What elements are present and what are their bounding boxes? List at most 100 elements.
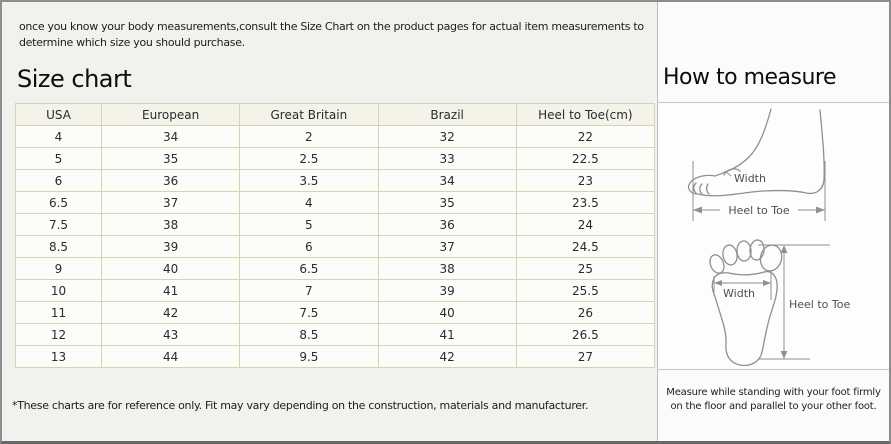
toe (749, 239, 765, 261)
table-cell: 6 (239, 235, 379, 258)
table-cell: 22.5 (515, 147, 656, 170)
table-cell: 36 (377, 213, 517, 236)
table-cell: 32 (377, 125, 517, 148)
table-cell: 35 (100, 147, 241, 170)
table-cell: 25.5 (515, 279, 656, 302)
table-cell: 4 (239, 191, 379, 214)
table-cell: 2.5 (239, 147, 379, 170)
table-cell: 13 (15, 345, 102, 368)
table-row: 6.5 37 4 35 23.5 (15, 191, 656, 214)
table-row: 4 34 2 32 22 (15, 125, 656, 148)
table-row: 10 41 7 39 25.5 (15, 279, 656, 302)
table-cell: 24.5 (515, 235, 656, 258)
table-cell: 24 (515, 213, 656, 236)
table-cell: 38 (377, 257, 517, 280)
toe (736, 240, 752, 262)
right-arrowhead (816, 206, 825, 214)
table-cell: 38 (100, 213, 241, 236)
table-cell: 5 (15, 147, 102, 170)
side-heel-to-toe-label: Heel to Toe (728, 204, 789, 217)
footprint-outline (711, 270, 778, 367)
table-cell: 25 (515, 257, 656, 280)
foot-toe-line (693, 182, 697, 194)
table-cell: 6 (15, 169, 102, 192)
table-cell: 37 (377, 235, 517, 258)
table-cell: 26 (515, 301, 656, 324)
table-cell: 37 (100, 191, 241, 214)
table-cell: 40 (377, 301, 517, 324)
top-heel-to-toe-label: Heel to Toe (789, 298, 850, 311)
table-cell: 6.5 (15, 191, 102, 214)
toe-big (759, 244, 783, 272)
column-header: European (100, 103, 241, 126)
table-cell: 8.5 (239, 323, 379, 346)
table-cell: 41 (100, 279, 241, 302)
intro-line-2: determine which size you should purchase… (19, 36, 245, 49)
side-width-label: Width (734, 172, 766, 185)
instruction-line-1: Measure while standing with your foot fi… (666, 387, 881, 398)
table-cell: 42 (100, 301, 241, 324)
table-cell: 23 (515, 169, 656, 192)
table-cell: 44 (100, 345, 241, 368)
foot-sole-heel-line (697, 109, 825, 197)
size-chart-title: Size chart (17, 65, 132, 93)
foot-toe-line (699, 183, 703, 195)
foot-instep-line (714, 108, 772, 177)
table-cell: 34 (100, 125, 241, 148)
table-cell: 22 (515, 125, 656, 148)
table-row: 9 40 6.5 38 25 (15, 257, 656, 280)
table-row: 11 42 7.5 40 26 (15, 301, 656, 324)
table-cell: 9 (15, 257, 102, 280)
length-bottom-arrowhead (780, 351, 788, 359)
table-row: 12 43 8.5 41 26.5 (15, 323, 656, 346)
table-row: 7.5 38 5 36 24 (15, 213, 656, 236)
intro-paragraph: once you know your body measurements,con… (19, 19, 644, 51)
left-arrowhead (693, 206, 702, 214)
width-left-arrowhead (714, 280, 722, 286)
table-cell: 7.5 (15, 213, 102, 236)
measure-diagrams-box: Width Heel to Toe (658, 102, 889, 370)
top-width-label: Width (723, 287, 755, 300)
table-cell: 34 (377, 169, 517, 192)
table-cell: 23.5 (515, 191, 656, 214)
table-cell: 7.5 (239, 301, 379, 324)
table-cell: 39 (377, 279, 517, 302)
table-cell: 40 (100, 257, 241, 280)
table-cell: 33 (377, 147, 517, 170)
table-row: 13 44 9.5 42 27 (15, 345, 656, 368)
table-cell: 39 (100, 235, 241, 258)
column-header: Heel to Toe(cm) (515, 103, 656, 126)
foot-knuckle-bump (723, 168, 741, 176)
foot-side-view-diagram: Width Heel to Toe (687, 108, 826, 221)
table-cell: 11 (15, 301, 102, 324)
table-cell: 10 (15, 279, 102, 302)
foot-toe-line (705, 183, 710, 195)
toe-small (709, 254, 725, 274)
column-header: Great Britain (239, 103, 379, 126)
instruction-line-2: on the floor and parallel to your other … (670, 401, 877, 412)
table-cell: 2 (239, 125, 379, 148)
column-header: Brazil (377, 103, 517, 126)
size-chart-panel: once you know your body measurements,con… (2, 2, 657, 441)
table-cell: 12 (15, 323, 102, 346)
table-body: 4 34 2 32 22 5 35 2.5 33 22.5 6 36 3.5 34 23 6.5 37 4 35 23… (15, 125, 656, 368)
table-row: 5 35 2.5 33 22.5 (15, 147, 656, 170)
foot-top-view-diagram: Width Heel to Toe (709, 239, 850, 367)
table-cell: 5 (239, 213, 379, 236)
table-header-row: USA European Great Britain Brazil Heel to To… (15, 103, 656, 126)
table-cell: 26.5 (515, 323, 656, 346)
size-chart-table: USA European Great Britain Brazil Heel to To… (15, 103, 656, 368)
table-cell: 43 (100, 323, 241, 346)
measuring-instruction: Measure while standing with your foot fi… (658, 370, 889, 414)
table-cell: 7 (239, 279, 379, 302)
table-cell: 6.5 (239, 257, 379, 280)
table-cell: 42 (377, 345, 517, 368)
table-cell: 4 (15, 125, 102, 148)
table-cell: 41 (377, 323, 517, 346)
table-cell: 8.5 (15, 235, 102, 258)
width-pointer-line (724, 170, 732, 177)
table-cell: 9.5 (239, 345, 379, 368)
length-top-arrowhead (780, 245, 788, 253)
reference-footnote: *These charts are for reference only. Fi… (12, 399, 589, 412)
